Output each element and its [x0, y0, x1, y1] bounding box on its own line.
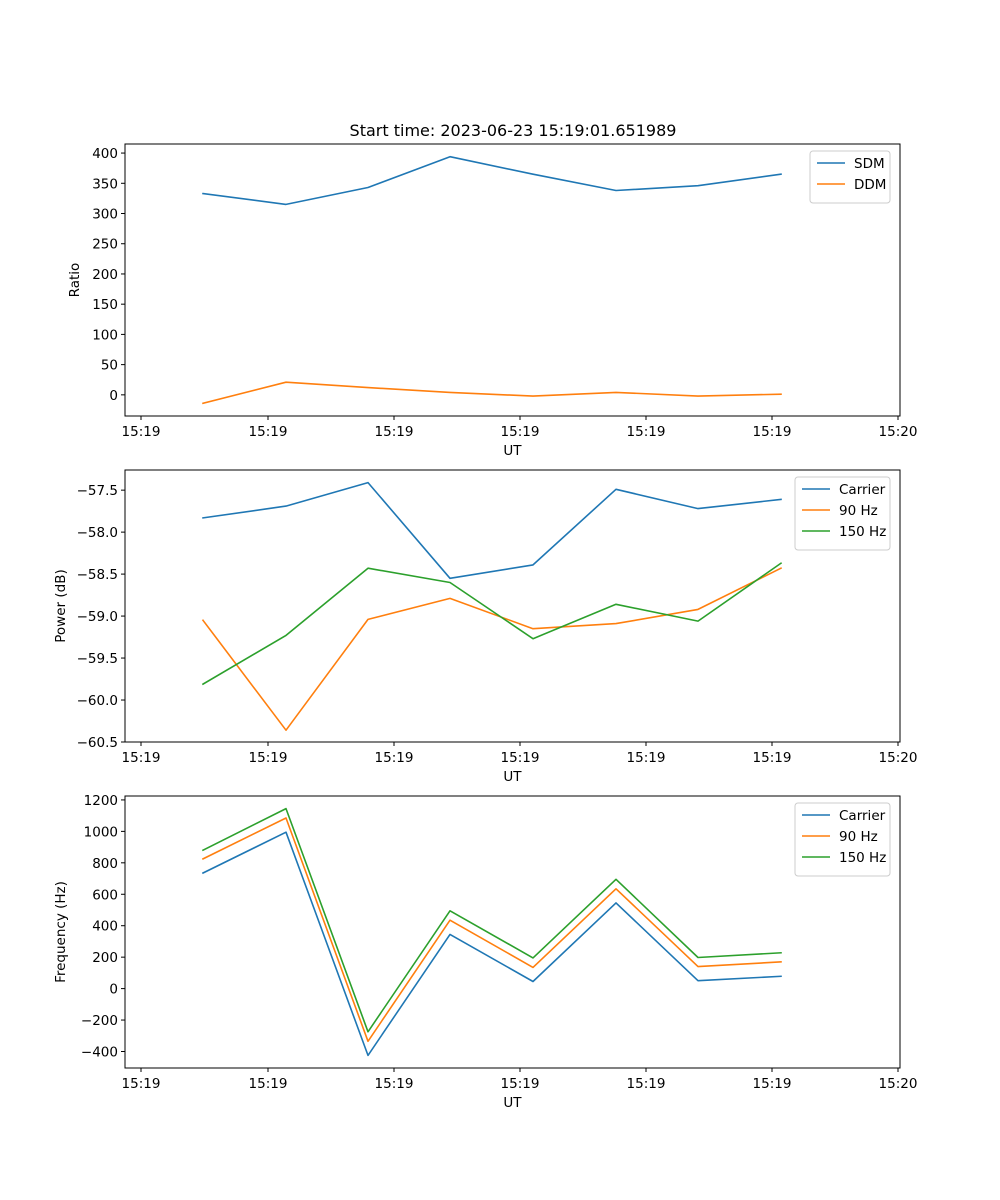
legend-label: Carrier — [839, 482, 886, 498]
legend-label: 150 Hz — [839, 850, 886, 866]
series-line-150-hz — [201, 807, 782, 1033]
x-tick-label: 15:19 — [249, 424, 288, 440]
y-tick-label: 600 — [92, 887, 118, 903]
y-tick-label: −200 — [81, 1013, 118, 1029]
legend: Carrier 90 Hz 150 Hz — [794, 802, 891, 877]
x-axis-label: UT — [503, 1095, 522, 1111]
y-tick-label: 150 — [92, 297, 118, 313]
y-tick-label: −59.0 — [77, 609, 118, 625]
y-tick-label: 1200 — [84, 793, 118, 809]
y-tick-label: 250 — [92, 237, 118, 253]
y-tick-label: 300 — [92, 207, 118, 223]
series-line-carrier — [202, 481, 782, 580]
y-tick-label: −57.5 — [77, 483, 118, 499]
y-tick-label: −400 — [81, 1044, 118, 1060]
x-tick-label: 15:19 — [122, 424, 161, 440]
x-tick-label: 15:19 — [122, 750, 161, 766]
y-tick-label: 0 — [109, 388, 118, 404]
x-tick-label: 15:19 — [627, 424, 666, 440]
y-tick-label: 100 — [92, 327, 118, 343]
series-line-sdm — [202, 155, 782, 206]
x-tick-label: 15:19 — [627, 750, 666, 766]
legend-label: 90 Hz — [839, 829, 878, 845]
x-tick-label: 15:19 — [627, 1076, 666, 1092]
y-tick-label: −58.0 — [77, 525, 118, 541]
y-axis-label: Power (dB) — [53, 569, 69, 642]
y-tick-label: −59.5 — [77, 651, 118, 667]
subplot-3: −400 −200 0 200 400 600 800 1000 1200 15:19 15:19 1… — [53, 793, 917, 1111]
y-tick-label: −60.0 — [77, 693, 118, 709]
legend-label: 90 Hz — [839, 503, 878, 519]
series-line-90-hz — [201, 567, 783, 732]
y-tick-label: 800 — [92, 856, 118, 872]
x-tick-label: 15:19 — [753, 424, 792, 440]
x-tick-label: 15:20 — [879, 750, 918, 766]
series-line-90-hz — [201, 817, 782, 1043]
legend-label: 150 Hz — [839, 524, 886, 540]
series-line-150-hz — [201, 562, 783, 686]
y-tick-label: 400 — [92, 146, 118, 162]
x-tick-label: 15:19 — [375, 1076, 414, 1092]
subplot-1: 0 50 100 150 200 250 300 350 400 15:19 15:19 15:19 1… — [67, 143, 918, 459]
x-tick-label: 15:20 — [879, 1076, 918, 1092]
series-line-carrier — [201, 831, 782, 1057]
y-tick-label: 200 — [92, 267, 118, 283]
y-tick-label: 200 — [92, 950, 118, 966]
subplots: 0 50 100 150 200 250 300 350 400 15:19 15:19 15:19 1… — [53, 143, 918, 1111]
legend: Carrier 90 Hz 150 Hz — [794, 476, 891, 551]
series-line-ddm — [202, 381, 782, 405]
legend-label: DDM — [854, 177, 886, 193]
x-tick-label: 15:19 — [249, 750, 288, 766]
y-tick-label: 400 — [92, 919, 118, 935]
x-axis-label: UT — [503, 769, 522, 785]
y-tick-label: 350 — [92, 176, 118, 192]
figure-title: Start time: 2023-06-23 15:19:01.651989 — [350, 121, 677, 140]
legend: SDM DDM — [809, 150, 891, 204]
y-axis-label: Ratio — [67, 263, 83, 298]
y-axis-label: Frequency (Hz) — [53, 881, 69, 983]
x-tick-label: 15:19 — [249, 1076, 288, 1092]
y-tick-label: 0 — [109, 982, 118, 998]
x-tick-label: 15:19 — [375, 750, 414, 766]
axes-frame — [124, 143, 901, 417]
legend-label: SDM — [854, 156, 885, 172]
x-tick-label: 15:20 — [879, 424, 918, 440]
legend-label: Carrier — [839, 808, 886, 824]
axes-frame — [124, 469, 901, 743]
legend-box — [809, 150, 891, 204]
y-tick-label: −58.5 — [77, 567, 118, 583]
x-axis-label: UT — [503, 443, 522, 459]
x-tick-label: 15:19 — [501, 424, 540, 440]
subplot-2: −60.5 −60.0 −59.5 −59.0 −58.5 −58.0 −57.5 15:19… — [53, 469, 918, 785]
x-tick-label: 15:19 — [122, 1076, 161, 1092]
y-tick-label: 1000 — [84, 824, 118, 840]
axes-frame — [124, 795, 901, 1069]
x-tick-label: 15:19 — [501, 1076, 540, 1092]
x-tick-label: 15:19 — [375, 424, 414, 440]
x-tick-label: 15:19 — [753, 1076, 792, 1092]
x-tick-label: 15:19 — [753, 750, 792, 766]
y-tick-label: 50 — [101, 358, 118, 374]
y-tick-label: −60.5 — [77, 735, 118, 751]
x-tick-label: 15:19 — [501, 750, 540, 766]
